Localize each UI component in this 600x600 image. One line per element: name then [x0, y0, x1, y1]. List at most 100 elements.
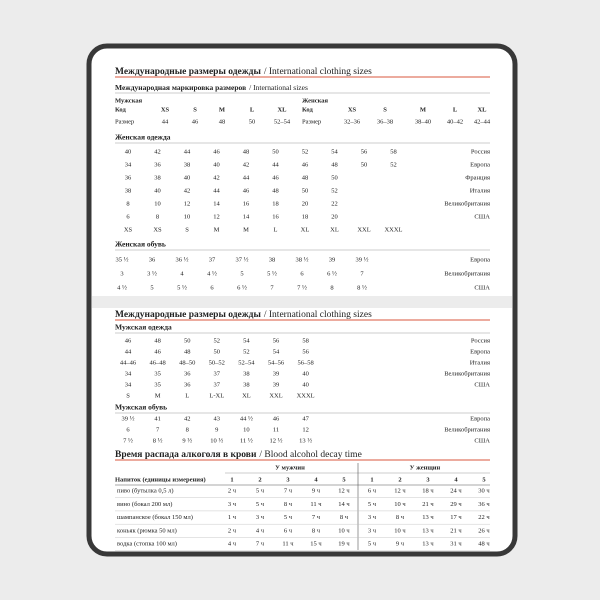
decay-time: 5 ч [368, 501, 377, 508]
country: Великобритания [444, 200, 490, 207]
column-number: 5 [482, 476, 486, 483]
womens-clothing-cell: 34 [125, 161, 132, 168]
womens-shoes-cell: 8 ½ [357, 284, 367, 291]
womens-clothing-cell: 42 [154, 148, 161, 155]
country: США [474, 381, 490, 388]
mens-clothing-cell: 37 [214, 370, 221, 377]
country: Франция [465, 174, 490, 181]
decay-time: 15 ч [310, 541, 322, 548]
womens-clothing-cell: 18 [302, 213, 309, 220]
gender-label: Женская [302, 97, 329, 104]
column-header: Напиток (единицы измерения) [115, 476, 206, 483]
womens-shoes-cell: 6 [210, 284, 214, 291]
decay-time: 7 ч [284, 487, 293, 494]
subsection-title: Женская одежда [115, 133, 171, 142]
womens-clothing-cell: 8 [156, 213, 159, 220]
column-number: 3 [286, 476, 290, 483]
decay-time: 9 ч [396, 541, 405, 548]
column-number: 2 [258, 476, 261, 483]
mens-clothing-cell: 46–48 [149, 359, 165, 366]
size-value: 50 [249, 118, 256, 125]
womens-clothing-cell: 42 [243, 161, 250, 168]
mens-clothing-cell: 50–52 [209, 359, 225, 366]
size-code: XL [477, 106, 487, 113]
size-value: 48 [219, 118, 226, 125]
mens-clothing-cell: 38 [243, 381, 250, 388]
section-title-en: / International clothing sizes [264, 310, 372, 320]
womens-clothing-cell: 58 [390, 148, 397, 155]
womens-clothing-cell: 38 [125, 187, 132, 194]
decay-time: 6 ч [368, 487, 377, 494]
subsection-title: Международная маркировка размеров / Inter… [115, 83, 308, 92]
mens-clothing-cell: 38 [243, 370, 250, 377]
womens-clothing-cell: 12 [184, 200, 191, 207]
womens-clothing-cell: 54 [331, 148, 338, 155]
column-number: 4 [314, 476, 318, 483]
womens-clothing-cell: M [214, 226, 220, 233]
womens-shoes-cell: 38 ½ [296, 256, 309, 263]
womens-shoes-cell: 7 ½ [297, 284, 307, 291]
size-code: M [420, 106, 426, 113]
mens-shoes-cell: 10 ½ [210, 437, 223, 444]
decay-time: 19 ч [338, 541, 350, 548]
mens-shoes-cell: 13 ½ [299, 437, 312, 444]
womens-clothing-cell: XL [301, 226, 310, 233]
womens-shoes-cell: 39 ½ [356, 256, 369, 263]
womens-shoes-cell: 4 ½ [207, 270, 217, 277]
womens-clothing-cell: M [243, 226, 249, 233]
mens-clothing-cell: 54 [273, 348, 280, 355]
country: Италия [470, 359, 490, 366]
mens-shoes-cell: 12 ½ [270, 437, 283, 444]
womens-shoes-cell: 39 [329, 256, 336, 263]
womens-shoes-cell: 37 ½ [236, 256, 249, 263]
womens-clothing-cell: 22 [331, 200, 338, 207]
decay-time: 14 ч [338, 501, 350, 508]
womens-clothing-cell: 44 [184, 148, 191, 155]
country: Европа [470, 161, 490, 168]
womens-clothing-cell: 40 [184, 174, 191, 181]
womens-clothing-cell: 40 [154, 187, 161, 194]
country: США [474, 213, 490, 220]
mens-clothing-cell: 35 [154, 370, 161, 377]
mens-clothing-cell: L [185, 392, 189, 399]
womens-clothing-cell: 48 [331, 161, 338, 168]
drink-name: вино (бокал 200 мл) [117, 501, 172, 508]
decay-time: 13 ч [422, 527, 434, 534]
mens-clothing-cell: 50 [184, 337, 191, 344]
size-value: 38–40 [415, 118, 431, 125]
womens-clothing-cell: 10 [184, 213, 191, 220]
womens-clothing-cell: 48 [243, 148, 250, 155]
decay-time: 22 ч [478, 514, 490, 521]
mens-shoes-cell: 43 [214, 415, 221, 422]
mens-clothing-cell: 56 [302, 348, 309, 355]
decay-time: 7 ч [312, 514, 321, 521]
country: Европа [470, 348, 490, 355]
decay-time: 1 ч [228, 514, 237, 521]
womens-clothing-cell: 36 [154, 161, 161, 168]
mens-shoes-cell: 10 [243, 426, 250, 433]
womens-clothing-cell: 10 [154, 200, 161, 207]
decay-time: 8 ч [284, 501, 293, 508]
womens-clothing-cell: XL [330, 226, 339, 233]
womens-clothing-cell: 16 [272, 213, 279, 220]
mens-clothing-cell: 37 [214, 381, 221, 388]
womens-shoes-cell: 6 ½ [237, 284, 247, 291]
mens-shoes-cell: 11 [273, 426, 279, 433]
womens-clothing-cell: 14 [213, 200, 220, 207]
womens-shoes-cell: 5 [240, 270, 243, 277]
size-code: L [250, 106, 255, 113]
code-label: Код [302, 106, 313, 113]
decay-time: 4 ч [256, 527, 265, 534]
mens-shoes-cell: 44 ½ [240, 415, 253, 422]
size-value: 46 [192, 118, 199, 125]
mens-clothing-cell: M [155, 392, 161, 399]
decay-time: 5 ч [256, 501, 265, 508]
size-label: Размер [115, 118, 134, 125]
section-title-ru: Время распада алкоголя в крови [115, 450, 257, 460]
country: Россия [471, 148, 490, 155]
womens-clothing-cell: 46 [243, 187, 250, 194]
mens-shoes-cell: 47 [302, 415, 309, 422]
decay-time: 10 ч [338, 527, 350, 534]
decay-time: 31 ч [450, 541, 462, 548]
